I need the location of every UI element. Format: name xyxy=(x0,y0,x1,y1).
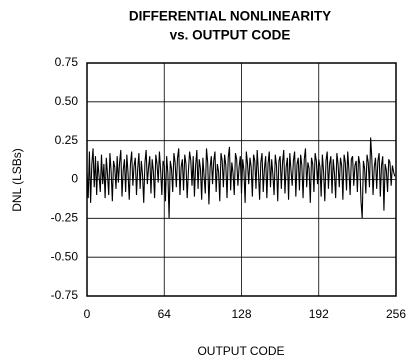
x-tick-label: 0 xyxy=(84,307,91,321)
x-tick-label: 64 xyxy=(158,307,172,321)
y-tick-label: -0.75 xyxy=(51,288,79,302)
chart-title: DIFFERENTIAL NONLINEARITY xyxy=(129,9,331,24)
data-line xyxy=(86,137,396,219)
y-tick-label: -0.25 xyxy=(51,211,79,225)
x-tick-label: 128 xyxy=(231,307,251,321)
y-axis-title: DNL (LSBs) xyxy=(10,148,24,212)
y-tick-label: 0 xyxy=(71,172,78,186)
y-tick-label: -0.50 xyxy=(51,249,79,263)
x-tick-label: 192 xyxy=(309,307,329,321)
x-tick-label: 256 xyxy=(386,307,406,321)
y-tick-label: 0.25 xyxy=(55,133,79,147)
y-tick-label: 0.75 xyxy=(55,55,79,69)
y-tick-label: 0.50 xyxy=(55,94,79,108)
chart-title: vs. OUTPUT CODE xyxy=(170,28,291,43)
x-axis-title: OUTPUT CODE xyxy=(197,344,284,358)
